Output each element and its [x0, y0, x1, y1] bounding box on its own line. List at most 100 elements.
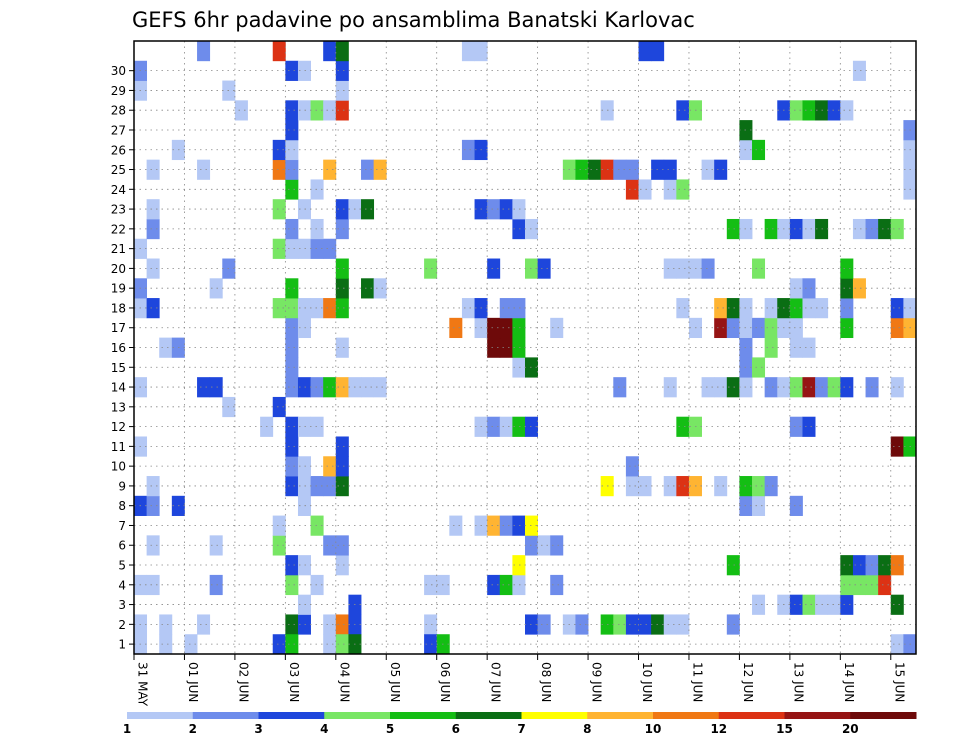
- y-tick-label: 12: [111, 420, 126, 434]
- cell-28-16: [487, 317, 501, 339]
- colorbar-swatch: [587, 712, 654, 719]
- colorbar-label: 15: [776, 722, 793, 736]
- colorbar-swatch: [324, 712, 391, 719]
- cell-13-8: [297, 476, 311, 497]
- cell-59-3: [878, 574, 892, 596]
- cell-43-23: [676, 179, 690, 200]
- cell-39-1: [625, 614, 639, 635]
- cell-13-4: [297, 555, 311, 576]
- cell-31-5: [525, 535, 539, 556]
- cell-14-20: [310, 238, 324, 259]
- cell-12-11: [285, 416, 299, 437]
- cell-1-24: [146, 159, 160, 180]
- cell-28-3: [487, 574, 501, 596]
- cell-49-19: [752, 258, 766, 279]
- cell-32-5: [537, 535, 551, 556]
- cell-8-27: [234, 100, 248, 121]
- cell-45-24: [701, 159, 715, 180]
- colorbar-label: 4: [320, 722, 328, 736]
- cell-16-30: [335, 41, 349, 62]
- y-tick-label: 20: [111, 262, 126, 276]
- cell-15-9: [323, 456, 337, 477]
- cell-30-16: [512, 317, 526, 339]
- cell-12-4: [285, 555, 299, 576]
- cell-56-18: [840, 278, 854, 299]
- cell-52-15: [789, 337, 803, 358]
- cell-45-13: [701, 377, 715, 398]
- cell-50-21: [764, 218, 778, 240]
- cell-28-15: [487, 337, 501, 358]
- x-tick-label: 08 JUN: [539, 662, 553, 702]
- cell-43-27: [676, 100, 690, 121]
- cell-60-10: [890, 436, 904, 457]
- cell-42-8: [663, 476, 677, 497]
- cell-1-7: [146, 495, 160, 516]
- cell-16-10: [335, 436, 349, 457]
- cell-25-6: [449, 515, 463, 536]
- x-tick-label: 02 JUN: [236, 662, 250, 702]
- cell-14-17: [310, 298, 324, 319]
- cell-27-30: [474, 41, 488, 62]
- y-tick-label: 13: [111, 400, 126, 414]
- cell-32-19: [537, 258, 551, 279]
- cell-15-30: [323, 41, 337, 62]
- cell-50-15: [764, 337, 778, 358]
- cell-33-3: [550, 574, 564, 596]
- cell-16-15: [335, 337, 349, 358]
- y-tick-label: 7: [118, 519, 126, 533]
- colorbar-label: 1: [123, 722, 131, 736]
- x-tick-label: 14 JUN: [842, 662, 856, 702]
- cell-29-15: [499, 337, 513, 358]
- cell-2-0: [159, 634, 173, 655]
- cell-47-13: [726, 377, 740, 398]
- y-tick-label: 11: [111, 440, 126, 454]
- cell-43-19: [676, 258, 690, 279]
- cell-16-21: [335, 218, 349, 240]
- cell-39-9: [625, 456, 639, 477]
- cell-38-1: [613, 614, 627, 635]
- cell-12-9: [285, 456, 299, 477]
- cell-47-17: [726, 298, 740, 319]
- cell-53-17: [802, 298, 816, 319]
- cell-12-26: [285, 120, 299, 141]
- cell-60-16: [890, 317, 904, 339]
- cell-16-27: [335, 100, 349, 121]
- x-axis: 31 MAY 01 JUN 02 JUN 03 JUN 04 JUN 05 JUN 06 J…: [133, 654, 906, 707]
- y-tick-label: 22: [111, 222, 126, 236]
- cell-16-9: [335, 456, 349, 477]
- cell-5-1: [197, 614, 211, 635]
- cell-12-14: [285, 357, 299, 378]
- y-tick-label: 2: [118, 618, 126, 632]
- cell-11-6: [272, 515, 286, 536]
- colorbar-swatch: [653, 712, 720, 719]
- cell-31-21: [525, 218, 539, 240]
- cell-11-22: [272, 199, 286, 220]
- y-tick-label: 21: [111, 242, 126, 256]
- cell-41-30: [651, 41, 665, 62]
- cell-13-29: [297, 60, 311, 81]
- cell-6-13: [209, 377, 223, 398]
- cell-47-16: [726, 317, 740, 339]
- cell-14-27: [310, 100, 324, 121]
- cell-50-8: [764, 476, 778, 497]
- y-tick-label: 28: [111, 104, 126, 118]
- cell-12-18: [285, 278, 299, 299]
- cell-60-21: [890, 218, 904, 240]
- heatmap-cells: [134, 41, 917, 655]
- cell-30-17: [512, 298, 526, 319]
- y-tick-label: 19: [111, 282, 126, 296]
- y-tick-label: 1: [118, 638, 126, 652]
- cell-29-17: [499, 298, 513, 319]
- cell-40-23: [638, 179, 652, 200]
- cell-16-22: [335, 199, 349, 220]
- cell-15-13: [323, 377, 337, 398]
- cell-16-8: [335, 476, 349, 497]
- cell-30-15: [512, 337, 526, 358]
- cell-33-16: [550, 317, 564, 339]
- colorbar-label: 10: [645, 722, 662, 736]
- cell-47-1: [726, 614, 740, 635]
- cell-19-24: [373, 159, 387, 180]
- cell-47-4: [726, 555, 740, 576]
- x-tick-label: 05 JUN: [388, 662, 402, 702]
